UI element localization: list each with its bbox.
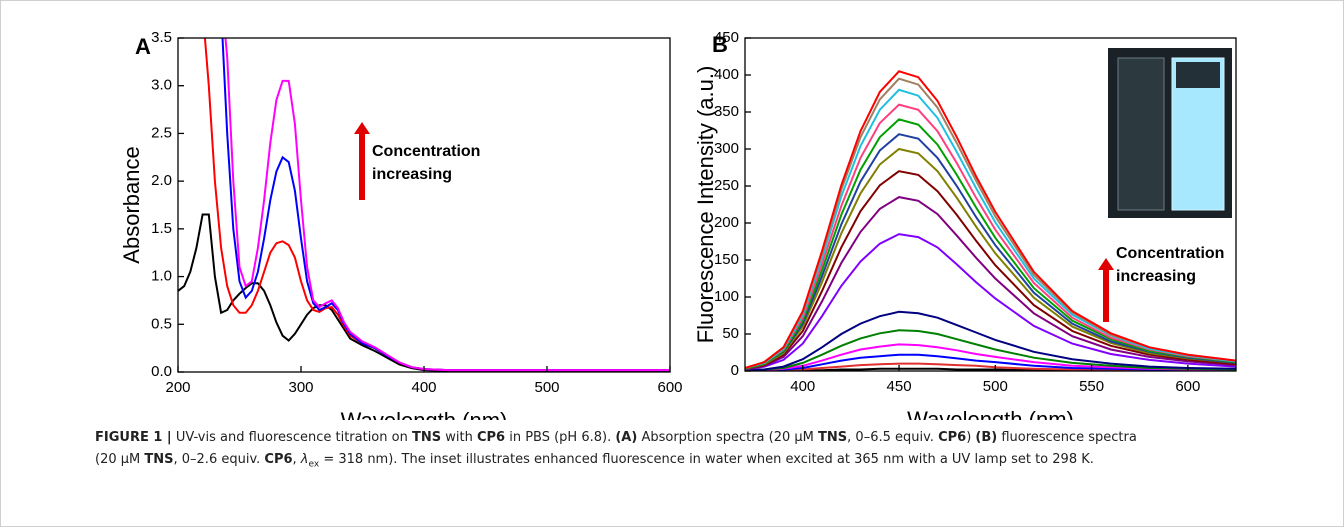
caption-text: Absorption spectra (20 μM [637,430,819,445]
x-tick-label: 450 [887,378,912,395]
x-tick-label: 550 [1079,378,1104,395]
caption-text: ex [308,459,320,470]
x-tick-label: 300 [288,379,313,396]
spectrum-line [745,118,1236,370]
y-tick-label: 1.5 [151,220,172,237]
y-tick-label: 0 [731,362,739,379]
caption-text: UV-vis and fluorescence titration on [171,430,412,445]
y-tick-label: 400 [714,66,739,83]
x-axis-title: Wavelength (nm) [341,408,508,420]
y-tick-label: 300 [714,140,739,157]
caption-text: CP6 [938,430,967,445]
caption-text: , 0–2.6 equiv. [173,452,265,467]
x-tick-label: 400 [790,378,815,395]
caption-text: ) [966,430,976,445]
x-tick-label: 600 [657,379,682,396]
annotation: Concentration [1116,245,1224,262]
plot-lines [745,70,1236,371]
y-tick-label: 3.0 [151,77,172,94]
spectrum-line [745,233,1236,371]
caption-text: (A) [615,430,638,445]
caption-text: , [292,452,301,467]
spectrum-line [745,103,1236,369]
y-tick-label: 50 [722,325,739,342]
plot-frame [744,37,1237,372]
arrow-shaft [1103,268,1109,322]
caption: FIGURE 1 | UV-vis and fluorescence titra… [95,427,1137,476]
arrow-shaft [359,132,365,200]
spectrum-line [203,38,670,372]
annotation: increasing [372,166,452,183]
x-tick-label: 200 [165,379,190,396]
y-tick-label: 0.0 [151,363,172,380]
x-axis-title: Wavelength (nm) [907,407,1074,420]
spectrum-line [745,329,1236,371]
caption-text: (20 μM [95,452,145,467]
caption-text: , 0–6.5 equiv. [847,430,939,445]
y-tick-label: 1.0 [151,268,172,285]
spectrum-line [745,353,1236,371]
spectrum-line [745,170,1236,370]
y-tick-label: 2.5 [151,124,172,141]
x-tick-label: 600 [1175,378,1200,395]
panel-label: A [135,34,151,59]
caption-line: FIGURE 1 | UV-vis and fluorescence titra… [95,427,1137,449]
spectrum-line [745,147,1236,370]
caption-text: = 318 nm). The inset illustrates enhance… [319,452,1094,467]
x-tick-label: 400 [411,379,436,396]
caption-text: FIGURE 1 | [95,430,172,445]
y-tick-label: 200 [714,214,739,231]
caption-text: CP6 [264,452,293,467]
spectrum-line [221,38,670,372]
caption-text: λ [300,452,309,467]
y-tick-label: 2.0 [151,172,172,189]
annotation: Concentration [372,143,480,160]
caption-text: with [441,430,477,445]
arrow-head [1098,258,1114,270]
caption-text: (B) [975,430,998,445]
caption-text: in PBS (pH 6.8). [505,430,616,445]
spectrum-line [745,362,1236,371]
spectrum-line [745,196,1236,371]
figure: 0.00.51.01.52.02.53.03.5200300400500600W… [119,29,1237,420]
y-tick-label: 250 [714,177,739,194]
y-axis-title: Fluorescence Intensity (a.u.) [693,66,718,344]
y-tick-label: 350 [714,103,739,120]
plot-frame [177,37,671,373]
y-axis-title: Absorbance [119,146,144,263]
y-tick-label: 3.5 [151,29,172,46]
caption-text: TNS [144,452,174,467]
x-tick-label: 500 [534,379,559,396]
spectrum-line [745,133,1236,370]
spectrum-line [224,38,670,372]
y-tick-label: 450 [714,29,739,46]
spectrum-line [178,213,670,372]
spectrum-line [745,343,1236,371]
y-tick-label: 0.5 [151,315,172,332]
caption-text: fluorescence spectra [997,430,1137,445]
plot-lines [178,38,670,372]
annotation: increasing [1116,268,1196,285]
y-tick-label: 150 [714,251,739,268]
caption-line: (20 μM TNS, 0–2.6 equiv. CP6, λex = 318 … [95,449,1137,476]
caption-text: CP6 [476,430,506,445]
arrow-head [354,122,370,134]
spectrum-line [745,70,1236,369]
panel-label: B [712,32,728,57]
y-tick-label: 100 [714,288,739,305]
caption-text: TNS [411,430,442,445]
inset-photo [1108,48,1232,218]
x-tick-label: 500 [983,378,1008,395]
spectrum-line [745,310,1236,371]
caption-text: TNS [818,430,848,445]
